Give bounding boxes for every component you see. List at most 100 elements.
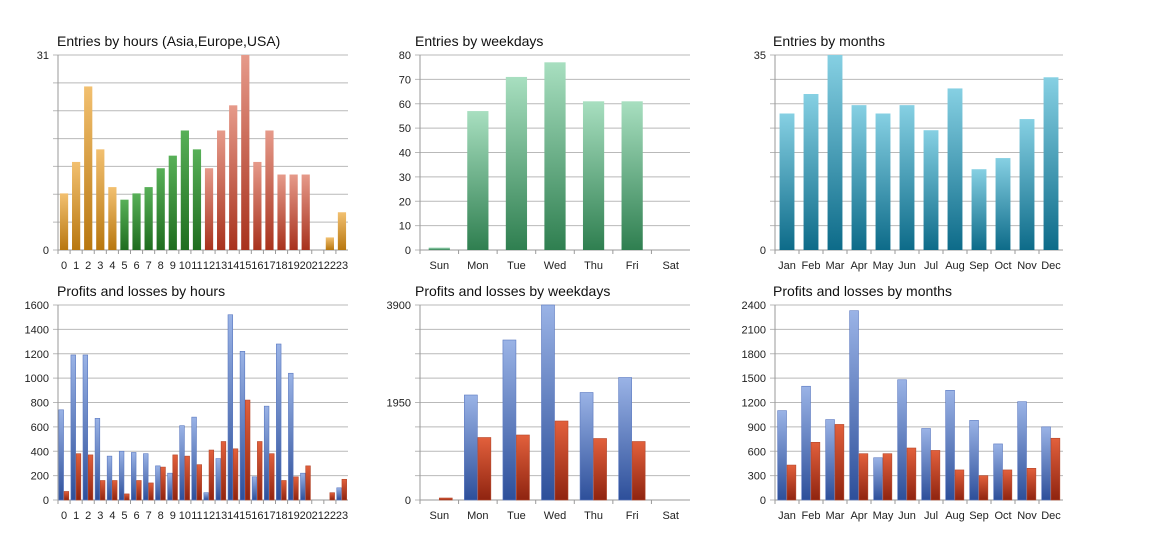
y-tick-label: 200 — [31, 471, 49, 483]
x-tick-label: Oct — [994, 510, 1011, 522]
bar-7 — [144, 187, 153, 250]
x-tick-label: 8 — [158, 510, 164, 522]
loss-bar-mar — [834, 424, 845, 501]
x-tick-label: 3 — [97, 510, 103, 522]
x-tick-label: 7 — [146, 510, 152, 522]
chart-entries-by-hours: Entries by hours (Asia,Europe,USA) 0 31 0 1 2… — [0, 0, 390, 272]
x-tick-label: 7 — [146, 260, 152, 272]
profit-bar-17 — [263, 405, 270, 501]
loss-bar-16 — [257, 441, 263, 501]
loss-bar-fri — [631, 441, 646, 501]
loss-bar-jul — [930, 450, 941, 501]
y-tick-label: 900 — [748, 422, 766, 434]
y-tick-label: 1400 — [25, 324, 49, 336]
x-tick-label: May — [873, 260, 894, 272]
loss-bar-sep — [978, 475, 989, 501]
y-tick-label: 1500 — [742, 373, 766, 385]
loss-bar-23 — [341, 478, 347, 501]
loss-bar-0 — [63, 491, 70, 501]
y-tick-label: 1600 — [25, 300, 49, 312]
x-tick-label: 0 — [61, 260, 67, 272]
profit-bar-14 — [227, 314, 234, 501]
bar-10 — [180, 130, 189, 250]
loss-bar-19 — [293, 476, 299, 501]
y-tick-label: 2100 — [742, 324, 766, 336]
x-tick-label: Sun — [429, 260, 449, 272]
bar-oct — [995, 158, 1011, 250]
bar-16 — [253, 161, 262, 250]
y-tick-label: 2400 — [742, 300, 766, 312]
x-tick-label: 14 — [227, 510, 239, 522]
x-tick-label: 13 — [215, 510, 227, 522]
x-tick-label: 19 — [288, 510, 300, 522]
bar-fri — [621, 101, 643, 250]
loss-bar-9 — [172, 454, 178, 501]
bar-1 — [72, 161, 81, 250]
bar-9 — [168, 155, 177, 250]
profit-bar-6 — [131, 452, 137, 501]
x-tick-label: Sep — [969, 510, 989, 522]
x-tick-label: 18 — [275, 260, 287, 272]
loss-bar-5 — [124, 493, 130, 501]
loss-bar-22 — [329, 492, 335, 501]
chart-title: Profits and losses by weekdays — [415, 283, 610, 299]
loss-bar-may — [882, 453, 893, 501]
x-tick-label: Sun — [429, 510, 449, 522]
bar-thu — [582, 101, 605, 250]
loss-bar-7 — [148, 482, 154, 501]
profit-bar-jul — [921, 428, 931, 501]
x-tick-label: Mar — [826, 260, 845, 272]
y-tick-label: 30 — [399, 172, 411, 184]
x-tick-label: Dec — [1041, 510, 1061, 522]
x-tick-label: 19 — [288, 260, 300, 272]
profit-bar-19 — [288, 372, 294, 501]
x-tick-label: 12 — [203, 260, 215, 272]
bar-22 — [325, 237, 334, 250]
x-tick-label: Feb — [802, 510, 821, 522]
x-tick-label: 4 — [109, 260, 115, 272]
y-tick-label: 1200 — [25, 349, 49, 361]
y-tick-label: 40 — [399, 148, 411, 160]
loss-bar-oct — [1002, 469, 1013, 501]
x-tick-label: Tue — [507, 510, 526, 522]
x-tick-label: Apr — [850, 510, 867, 522]
bar-jun — [899, 105, 915, 251]
bar-18 — [277, 174, 286, 250]
chart-profits-losses-by-months: Profits and losses by months 0 300 600 900 12… — [720, 268, 1080, 538]
profit-bar-dec — [1041, 426, 1051, 501]
profit-bar-mar — [825, 419, 835, 501]
profit-bar-jan — [777, 410, 787, 501]
profit-bar-20 — [300, 472, 306, 501]
x-tick-label: 22 — [324, 260, 336, 272]
loss-bar-nov — [1026, 468, 1037, 501]
y-tick-label: 20 — [399, 196, 411, 208]
x-tick-label: Oct — [994, 260, 1011, 272]
bar-sun — [428, 247, 450, 250]
bar-14 — [229, 105, 238, 251]
x-tick-label: 0 — [61, 510, 67, 522]
loss-bar-aug — [954, 469, 965, 501]
loss-bar-dec — [1050, 437, 1061, 501]
y-tick-label: 50 — [399, 123, 411, 135]
loss-bar-feb — [810, 442, 821, 501]
bar-feb — [803, 94, 819, 250]
x-tick-label: 16 — [251, 510, 263, 522]
bar-mar — [827, 55, 843, 250]
x-tick-label: Sat — [662, 510, 679, 522]
chart-title: Entries by hours (Asia,Europe,USA) — [57, 33, 280, 49]
x-tick-label: Mon — [467, 260, 488, 272]
profit-bar-jun — [897, 379, 907, 501]
profit-bar-11 — [191, 416, 197, 501]
x-tick-label: Mon — [467, 510, 488, 522]
bar-nov — [1019, 119, 1035, 250]
loss-bar-4 — [112, 480, 118, 501]
loss-bar-1 — [75, 453, 82, 501]
y-tick-label: 600 — [31, 422, 49, 434]
chart-title: Profits and losses by hours — [57, 283, 225, 299]
x-tick-label: 16 — [251, 260, 263, 272]
profit-bar-0 — [58, 409, 64, 501]
x-tick-label: 11 — [191, 260, 202, 272]
profit-bar-1 — [70, 354, 76, 501]
x-tick-label: 22 — [324, 510, 336, 522]
profit-bar-5 — [118, 450, 125, 501]
